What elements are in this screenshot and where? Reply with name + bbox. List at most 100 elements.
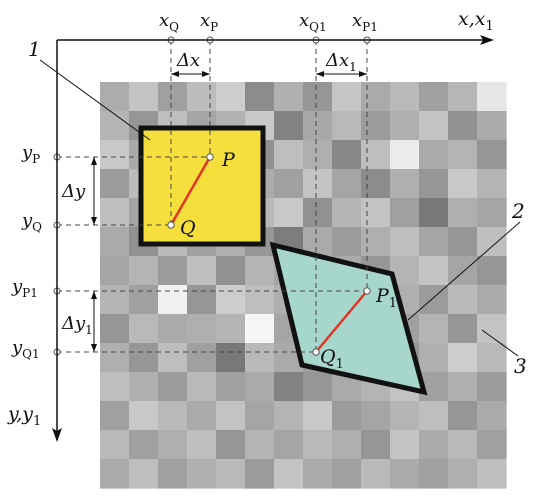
texture-cell [303,459,333,489]
texture-cell [100,343,130,373]
segment-p1q1 [315,290,368,353]
texture-cell [477,140,507,170]
texture-cell [448,111,478,141]
tick-label-yp1: yP1 [11,276,38,300]
texture-cell [129,401,159,431]
delta-y-label: Δy [61,181,86,202]
texture-cell [100,372,130,402]
texture-cell [419,111,449,141]
texture-cell [477,256,507,286]
callout-number-3: 3 [514,354,527,378]
texture-cell [303,430,333,460]
texture-cell [274,198,304,228]
texture-cell [129,314,159,344]
texture-cell [361,227,391,257]
marker-p1 [363,287,371,295]
texture-cell [448,401,478,431]
texture-cell [332,430,362,460]
point-label-p: P [221,149,236,171]
texture-cell [129,285,159,315]
texture-cell [477,401,507,431]
texture-cell [274,169,304,199]
texture-cell [448,169,478,199]
texture-cell [448,285,478,315]
tick-label-xp: xP [200,10,218,34]
texture-cell [187,82,217,112]
texture-cell [245,256,275,286]
texture-cell [390,401,420,431]
texture-cell [477,285,507,315]
texture-cell [390,111,420,141]
texture-cell [448,227,478,257]
texture-cell [216,372,246,402]
texture-cell [245,343,275,373]
texture-cell [448,459,478,489]
texture-cell [187,285,217,315]
point-label-q: Q [180,217,196,239]
delta-x1-arrow [316,71,367,77]
texture-cell [100,401,130,431]
texture-cell [448,343,478,373]
texture-cell [332,198,362,228]
texture-cell [100,111,130,141]
texture-cell [100,227,130,257]
texture-cell [100,285,130,315]
delta-y1-arrow [91,291,97,352]
texture-cell [303,82,333,112]
tick-label-yq1: yQ1 [11,337,40,361]
texture-cell [448,140,478,170]
texture-cell [129,256,159,286]
texture-cell [477,343,507,373]
texture-cell [448,198,478,228]
segment-pq [169,156,212,226]
texture-cell [274,401,304,431]
delta-x-label: Δx [176,50,200,71]
texture-cell [216,430,246,460]
texture-cell [216,343,246,373]
texture-cell [274,82,304,112]
texture-cell [274,111,304,141]
delta-x1-label: Δx1 [325,50,357,74]
texture-cell [361,111,391,141]
texture-cell [390,140,420,170]
texture-cell [477,430,507,460]
tick-label-yq: yQ [21,210,42,234]
texture-cell [332,227,362,257]
texture-cell [187,459,217,489]
texture-cell [303,372,333,402]
texture-cell [100,256,130,286]
texture-cell [448,82,478,112]
texture-cell [158,314,188,344]
texture-cell [419,401,449,431]
texture-cell [100,198,130,228]
texture-cell [245,401,275,431]
guide-lines [57,40,368,353]
delta-x-arrow [171,71,210,77]
texture-cell [158,343,188,373]
texture-cell [216,256,246,286]
leader-2 [407,221,521,321]
texture-cell [419,140,449,170]
texture-cell [332,111,362,141]
texture-cell [477,198,507,228]
texture-cell [187,430,217,460]
texture-cell [216,285,246,315]
texture-cell [477,111,507,141]
texture-cell [419,82,449,112]
texture-cell [245,314,275,344]
texture-cell [274,459,304,489]
texture-cell [419,430,449,460]
texture-cell [361,140,391,170]
texture-cell [419,285,449,315]
marker-q [167,221,175,229]
texture-cell [187,343,217,373]
texture-cell [303,198,333,228]
texture-cell [332,459,362,489]
texture-cell [158,82,188,112]
texture-cell [100,430,130,460]
x-axis-label: x,x1 [458,8,494,34]
texture-cell [303,401,333,431]
texture-cell [274,430,304,460]
texture-cell [100,459,130,489]
